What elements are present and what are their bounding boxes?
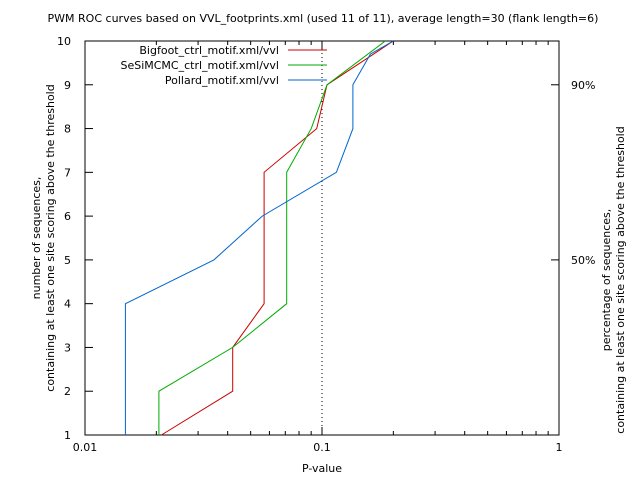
x-axis-ticks: 0.01 0.1 1 <box>73 41 563 454</box>
x-tick-label: 1 <box>556 441 563 454</box>
y2-axis-label: percentage of sequences, containing at l… <box>600 126 627 433</box>
y2-tick-label: 90% <box>571 79 595 92</box>
y-tick-label: 7 <box>64 166 71 179</box>
y-tick-label: 8 <box>64 123 71 136</box>
series-line-3 <box>124 40 394 435</box>
y-axis-label-line2: containing at least one site scoring abo… <box>44 84 57 391</box>
series-lines <box>124 40 394 436</box>
y2-axis-ticks: 50% 90% <box>551 79 595 267</box>
y-tick-label: 3 <box>64 341 71 354</box>
y-tick-label: 1 <box>64 429 71 442</box>
chart-title: PWM ROC curves based on VVL_footprints.x… <box>48 12 599 25</box>
series-line-2 <box>158 40 386 435</box>
y-axis-label-line1: number of sequences, <box>30 177 43 300</box>
y-axis-label: number of sequences, containing at least… <box>30 84 57 391</box>
legend: Bigfoot_ctrl_motif.xml/vvl SeSiMCMC_ctrl_… <box>120 44 327 87</box>
series-line-1 <box>161 40 394 436</box>
y-tick-label: 6 <box>64 210 71 223</box>
legend-label-2: SeSiMCMC_ctrl_motif.xml/vvl <box>120 59 279 72</box>
y2-axis-label-line1: percentage of sequences, <box>600 209 613 351</box>
legend-label-1: Bigfoot_ctrl_motif.xml/vvl <box>139 44 279 57</box>
legend-label-3: Pollard_motif.xml/vvl <box>165 74 279 87</box>
y-tick-label: 5 <box>64 254 71 267</box>
y-tick-label: 4 <box>64 298 71 311</box>
y-axis-ticks: 1 2 3 4 5 6 7 8 9 10 <box>57 35 93 442</box>
y2-axis-label-line2: containing at least one site scoring abo… <box>614 126 627 433</box>
y-tick-label: 2 <box>64 385 71 398</box>
y-tick-label: 10 <box>57 35 71 48</box>
x-axis-label: P-value <box>302 462 342 475</box>
y-tick-label: 9 <box>64 79 71 92</box>
x-tick-label: 0.1 <box>313 441 331 454</box>
y2-tick-label: 50% <box>571 254 595 267</box>
x-tick-label: 0.01 <box>73 441 98 454</box>
